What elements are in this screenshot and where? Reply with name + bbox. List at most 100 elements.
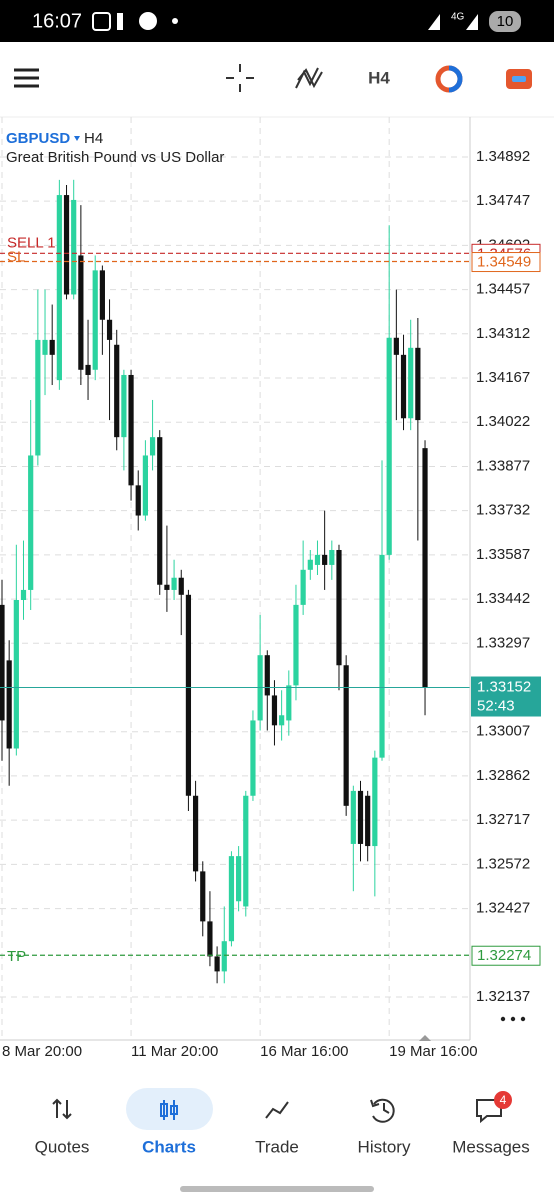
x-tick-label: 11 Mar 20:00 [131,1043,218,1060]
candle-body [386,337,392,555]
candle-body [243,795,249,907]
candle-body [221,941,227,972]
status-dot [172,18,178,24]
candle-body [128,374,134,486]
candle-body [293,604,299,686]
candle-body [329,549,335,565]
status-icon [117,13,123,30]
signal-icon [466,14,478,30]
quotes-icon[interactable] [52,1098,72,1120]
candle-body [400,354,407,419]
status-icon [92,12,111,31]
symbol-description: Great British Pound vs US Dollar [6,149,224,166]
candle-body [300,569,306,605]
battery-level: 10 [497,13,514,30]
y-tick-label: 1.32137 [476,988,530,1005]
y-tick-label: 1.32717 [476,811,530,828]
price-tag [471,252,541,273]
current-price-tag [471,676,541,717]
status-bar [0,0,554,42]
nav-label[interactable]: Messages [452,1137,529,1156]
menu-button[interactable] [14,68,39,88]
battery [489,11,521,32]
y-tick-label: 1.33442 [476,590,530,607]
candle-body [279,715,285,726]
countdown-label: 52:43 [477,697,515,714]
candle-body [42,339,48,355]
trade-button-part [448,65,463,93]
crosshair-button[interactable] [226,64,254,92]
candle-body [314,554,321,565]
candle-body [106,319,113,340]
status-time: 16:07 [32,10,82,32]
home-indicator[interactable] [180,1186,374,1192]
y-tick-label: 1.32427 [476,900,530,917]
candle-body [20,589,27,600]
more-dot[interactable] [520,1016,526,1022]
candle-body [322,554,328,565]
candle-body [408,347,414,419]
candle-body [214,956,220,972]
candle-body [28,455,34,590]
candle-body [78,255,84,370]
price-tag [471,945,541,966]
grid: 1.348921.347471.346021.344571.343121.341… [0,117,530,1060]
candle-body [228,856,235,942]
candle-body [0,604,5,721]
indicators-button[interactable] [295,67,323,89]
price-line-label: SL [7,249,25,266]
y-tick-label: 1.34747 [476,192,530,209]
candles [0,179,428,984]
status-icon [139,12,157,30]
nav-label[interactable]: Charts [142,1137,196,1156]
nav-label[interactable]: Trade [255,1137,299,1156]
candle-body [350,790,356,844]
candle-body [35,339,41,456]
more-dot[interactable] [500,1016,506,1022]
candle-body [178,577,184,595]
candle-body [336,549,342,666]
timeframe-button[interactable]: H4 [368,68,390,87]
candle-body [271,695,278,726]
price-tag-label: 1.32274 [477,947,531,964]
scroll-marker[interactable] [419,1035,431,1041]
y-tick-label: 1.33007 [476,723,530,740]
charts-icon[interactable] [160,1100,178,1120]
x-tick-label: 16 Mar 16:00 [260,1043,348,1060]
trade-icon[interactable] [265,1101,289,1119]
symbol-dropdown[interactable] [74,136,80,141]
candle-body [71,199,77,295]
network-label: 4G [451,12,465,23]
more-dot[interactable] [510,1016,516,1022]
active-tab-bg [126,1088,213,1130]
candle-body [171,577,177,590]
candle-body [264,655,270,696]
history-icon[interactable] [370,1098,395,1123]
y-tick-label: 1.34457 [476,281,530,298]
price-line-label: TP [7,948,26,965]
candle-body [343,665,349,806]
symbol[interactable]: GBPUSD [6,130,70,147]
candle-body [157,437,163,585]
price-line-label: SELL 1 [7,234,56,251]
candle-body [307,559,313,570]
current-price-label: 1.33152 [477,678,531,695]
y-tick-label: 1.33732 [476,502,530,519]
candle-body [393,337,399,355]
candle-body [200,871,206,922]
nav-label[interactable]: Quotes [35,1137,90,1156]
nav-label[interactable]: History [358,1137,411,1156]
y-tick-label: 1.33877 [476,457,530,474]
candle-body [49,339,55,355]
y-tick-label: 1.32862 [476,767,530,784]
x-tick-label: 19 Mar 16:00 [389,1043,477,1060]
candle-body [236,856,242,902]
candle-body [365,795,371,847]
candle-body [135,485,141,516]
overlay: SELL 1SLTP1.345761.345491.322741.3315252… [0,234,541,966]
signal-icon [428,14,440,30]
candle-body [142,455,148,516]
y-tick-label: 1.34892 [476,148,530,165]
